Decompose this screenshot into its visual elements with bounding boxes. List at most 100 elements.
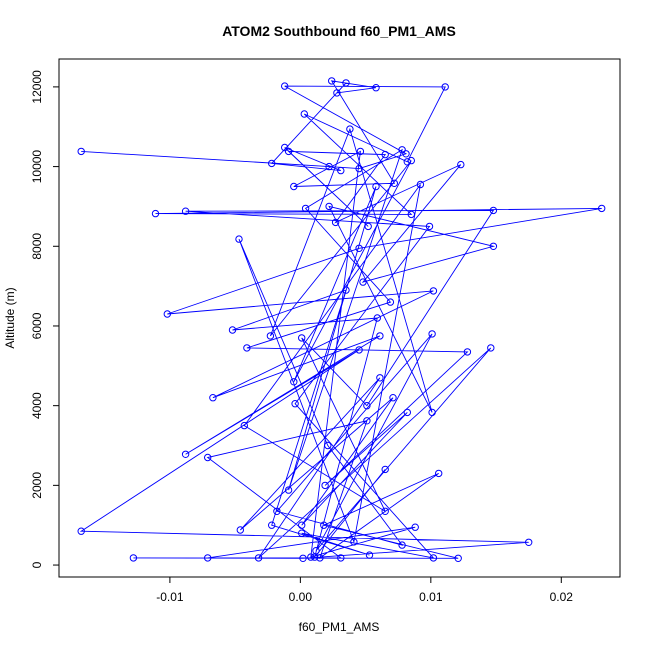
data-point (376, 374, 384, 382)
data-point (363, 417, 371, 425)
y-tick-label: 10000 (30, 150, 44, 184)
data-point (407, 156, 415, 165)
data-point (381, 465, 389, 474)
data-point (487, 344, 495, 352)
data-point (316, 554, 324, 562)
plot-frame (58, 58, 621, 578)
data-point (381, 507, 389, 515)
data-point (299, 554, 307, 562)
data-point (525, 538, 533, 546)
data-point (403, 408, 411, 417)
data-point (320, 521, 328, 529)
data-point (307, 553, 315, 561)
data-point (356, 147, 365, 156)
data-point (355, 244, 363, 253)
series-lines (79, 80, 602, 560)
data-point (428, 330, 436, 338)
data-point (416, 180, 425, 189)
data-point (333, 89, 341, 97)
x-axis-label: f60_PM1_AMS (299, 620, 380, 634)
x-tick-label: 0.01 (419, 590, 443, 604)
data-point (373, 314, 381, 322)
data-point (181, 450, 190, 458)
data-point (321, 481, 329, 490)
data-point (324, 441, 332, 450)
data-point (428, 408, 436, 417)
data-point (129, 554, 138, 562)
data-point (331, 218, 340, 227)
data-point (376, 332, 384, 340)
data-point (311, 553, 319, 561)
data-point (365, 551, 374, 559)
data-point (364, 222, 372, 231)
y-tick-label: 4000 (30, 392, 44, 419)
data-point (463, 348, 472, 356)
data-point (350, 538, 358, 546)
data-point (398, 541, 406, 549)
data-point (398, 146, 406, 154)
data-point (301, 204, 310, 213)
y-tick-label: 6000 (30, 312, 44, 339)
data-point (77, 147, 85, 156)
y-axis: 0 2000 4000 6000 8000 10000 12000 (30, 70, 59, 568)
data-point (298, 334, 306, 342)
data-point (298, 529, 306, 537)
data-point (411, 523, 419, 531)
data-point (235, 235, 243, 243)
data-point (325, 162, 333, 171)
series-points (77, 77, 606, 562)
series-line (79, 80, 602, 560)
data-point (429, 554, 438, 562)
data-point (240, 421, 249, 430)
data-point (290, 182, 298, 191)
data-point (346, 125, 354, 133)
data-point (181, 207, 190, 215)
data-point (266, 332, 275, 340)
y-tick-label: 0 (30, 561, 44, 568)
data-point (284, 147, 293, 156)
data-point (209, 394, 217, 402)
x-tick-label: 0.00 (289, 590, 313, 604)
data-point (372, 182, 380, 191)
data-point (441, 83, 449, 91)
data-point (243, 344, 251, 352)
data-point (403, 158, 411, 166)
data-point (381, 150, 389, 159)
data-point (337, 554, 345, 562)
data-point (489, 206, 498, 215)
data-point (389, 394, 397, 402)
data-point (204, 554, 212, 562)
data-point (355, 164, 363, 173)
data-point (457, 160, 465, 169)
data-point (342, 286, 350, 294)
data-point (390, 179, 398, 188)
data-point (435, 469, 443, 478)
data-point (328, 77, 336, 85)
data-point (151, 209, 160, 218)
data-point (598, 204, 606, 213)
x-axis: -0.01 0.00 0.01 0.02 (156, 577, 573, 604)
data-point (268, 159, 276, 168)
data-point (268, 521, 276, 529)
data-point (300, 110, 308, 118)
data-point (402, 150, 410, 158)
data-point (372, 84, 380, 92)
y-tick-label: 12000 (30, 70, 44, 104)
data-point (359, 278, 367, 286)
data-point (425, 222, 434, 231)
data-point (290, 378, 298, 386)
data-point (454, 554, 462, 562)
data-point (386, 298, 395, 306)
data-point (163, 310, 172, 318)
data-point (273, 507, 281, 515)
data-point (355, 346, 363, 354)
data-point (337, 166, 345, 175)
data-point (281, 82, 289, 90)
y-axis-label: Altitude (m) (3, 287, 17, 348)
data-point (254, 554, 263, 562)
y-tick-label: 8000 (30, 233, 44, 260)
data-point (236, 526, 245, 534)
chart-title: ATOM2 Southbound f60_PM1_AMS (222, 23, 456, 39)
